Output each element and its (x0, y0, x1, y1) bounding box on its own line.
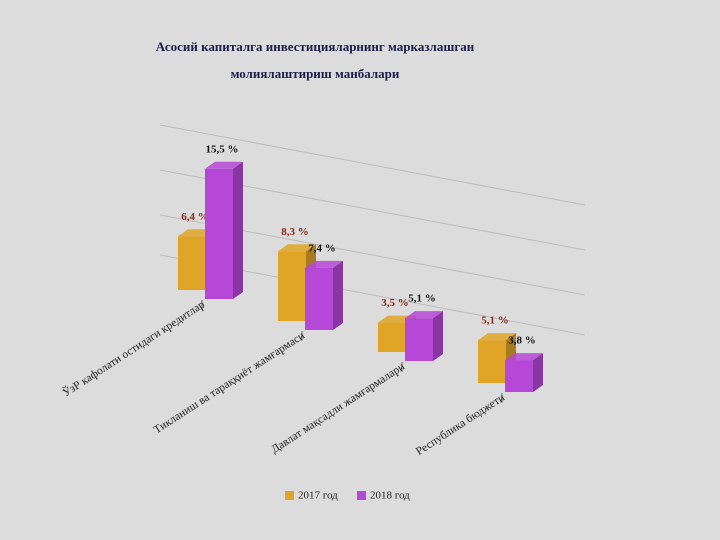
legend-swatch (357, 491, 366, 500)
value-label: 7,4 % (308, 242, 336, 254)
bar (278, 251, 306, 321)
bar-top (278, 244, 316, 252)
value-label: 3,5 % (381, 297, 409, 309)
chart-title: молиялаштириш манбалари (231, 66, 400, 81)
legend-swatch (285, 491, 294, 500)
bar (305, 267, 333, 330)
value-label: 3,8 % (508, 335, 536, 347)
chart-title: Асосий капиталга инвестицияларнинг марка… (156, 39, 475, 54)
bar-side (333, 260, 343, 330)
bar-side (433, 311, 443, 361)
bar-top (305, 260, 343, 268)
backdrop-line (159, 124, 586, 206)
value-label: 8,3 % (281, 226, 309, 238)
value-label: 5,1 % (481, 315, 509, 327)
value-label: 15,5 % (206, 143, 239, 155)
value-label: 5,1 % (408, 293, 436, 305)
bar (205, 168, 233, 299)
bar (505, 360, 533, 392)
bar-top (405, 311, 443, 319)
bar (378, 322, 406, 352)
value-label: 6,4 % (181, 211, 209, 223)
bar-top (505, 353, 543, 361)
bar-top (478, 333, 516, 341)
bar-side (533, 353, 543, 392)
bar (405, 318, 433, 361)
bar (478, 340, 506, 383)
bar (178, 236, 206, 290)
bar-side (233, 161, 243, 299)
bar-top (205, 161, 243, 169)
legend-label: 2018 год (370, 490, 410, 502)
legend-label: 2017 год (298, 490, 338, 502)
